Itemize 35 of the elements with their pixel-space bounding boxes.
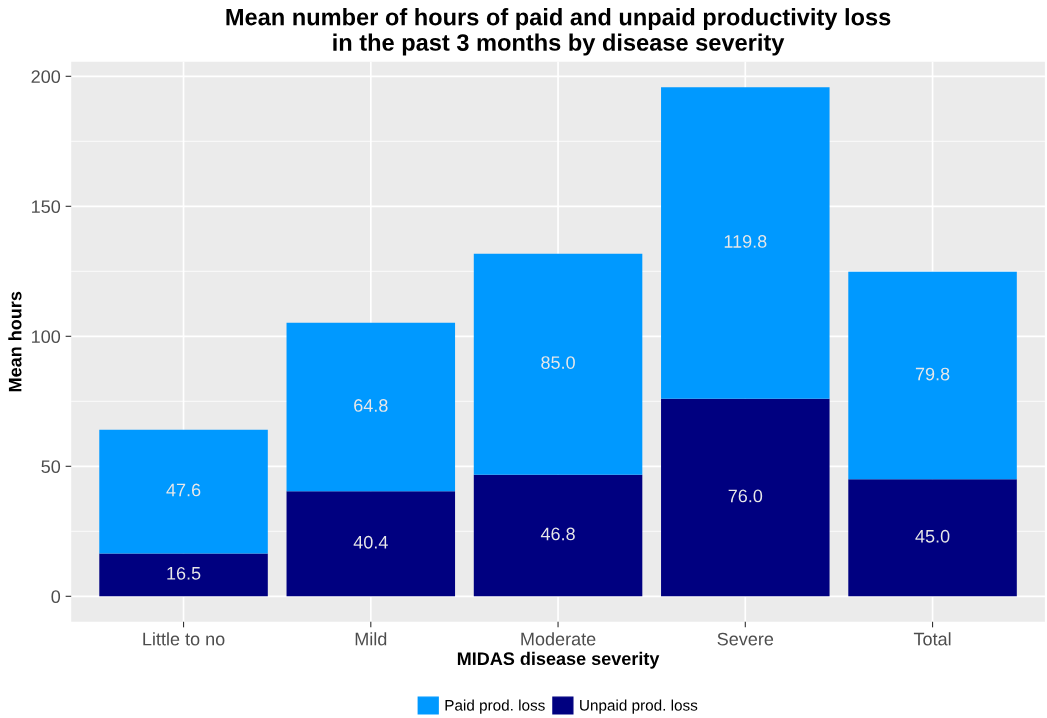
data-label: 64.8 — [354, 399, 388, 412]
bar — [848, 271, 1017, 480]
data-label: 16.5 — [167, 566, 201, 580]
x-tick-label: Moderate — [521, 632, 596, 646]
bar — [848, 479, 1017, 597]
bar — [99, 553, 268, 597]
bar — [286, 322, 456, 492]
data-label: 79.8 — [915, 367, 950, 381]
bar — [473, 253, 643, 475]
bar — [661, 398, 830, 597]
data-label: 47.6 — [166, 483, 201, 497]
bar — [473, 474, 643, 597]
y-axis-title: Mean hours — [8, 291, 22, 392]
y-tick-label: 200 — [31, 70, 61, 84]
data-label: 85.0 — [541, 356, 575, 369]
chart-title: Mean number of hours of paid and unpaid productivity loss in the past 3 months by disease severity — [226, 8, 891, 56]
x-axis-title: MIDAS disease severity — [457, 651, 660, 669]
data-label: 40.4 — [353, 535, 388, 549]
bar — [99, 429, 268, 554]
bar — [661, 87, 830, 399]
y-tick-label: 150 — [32, 200, 61, 214]
data-label: 119.8 — [724, 235, 767, 248]
x-tick-label: Little to no — [143, 632, 225, 646]
data-label: 45.0 — [915, 529, 950, 543]
x-tick-label: Total — [913, 632, 951, 646]
bar — [286, 491, 456, 597]
data-label: 76.0 — [728, 489, 763, 503]
data-label: 46.8 — [540, 527, 575, 541]
y-tick-label: 0 — [51, 590, 61, 604]
legend-label: Paid prod. loss — [445, 699, 545, 714]
legend-label: Unpaid prod. loss — [580, 699, 698, 714]
x-tick-label: Mild — [355, 632, 387, 646]
y-tick-label: 50 — [41, 460, 61, 474]
x-tick-label: Severe — [717, 632, 774, 646]
y-tick-label: 100 — [32, 330, 61, 344]
